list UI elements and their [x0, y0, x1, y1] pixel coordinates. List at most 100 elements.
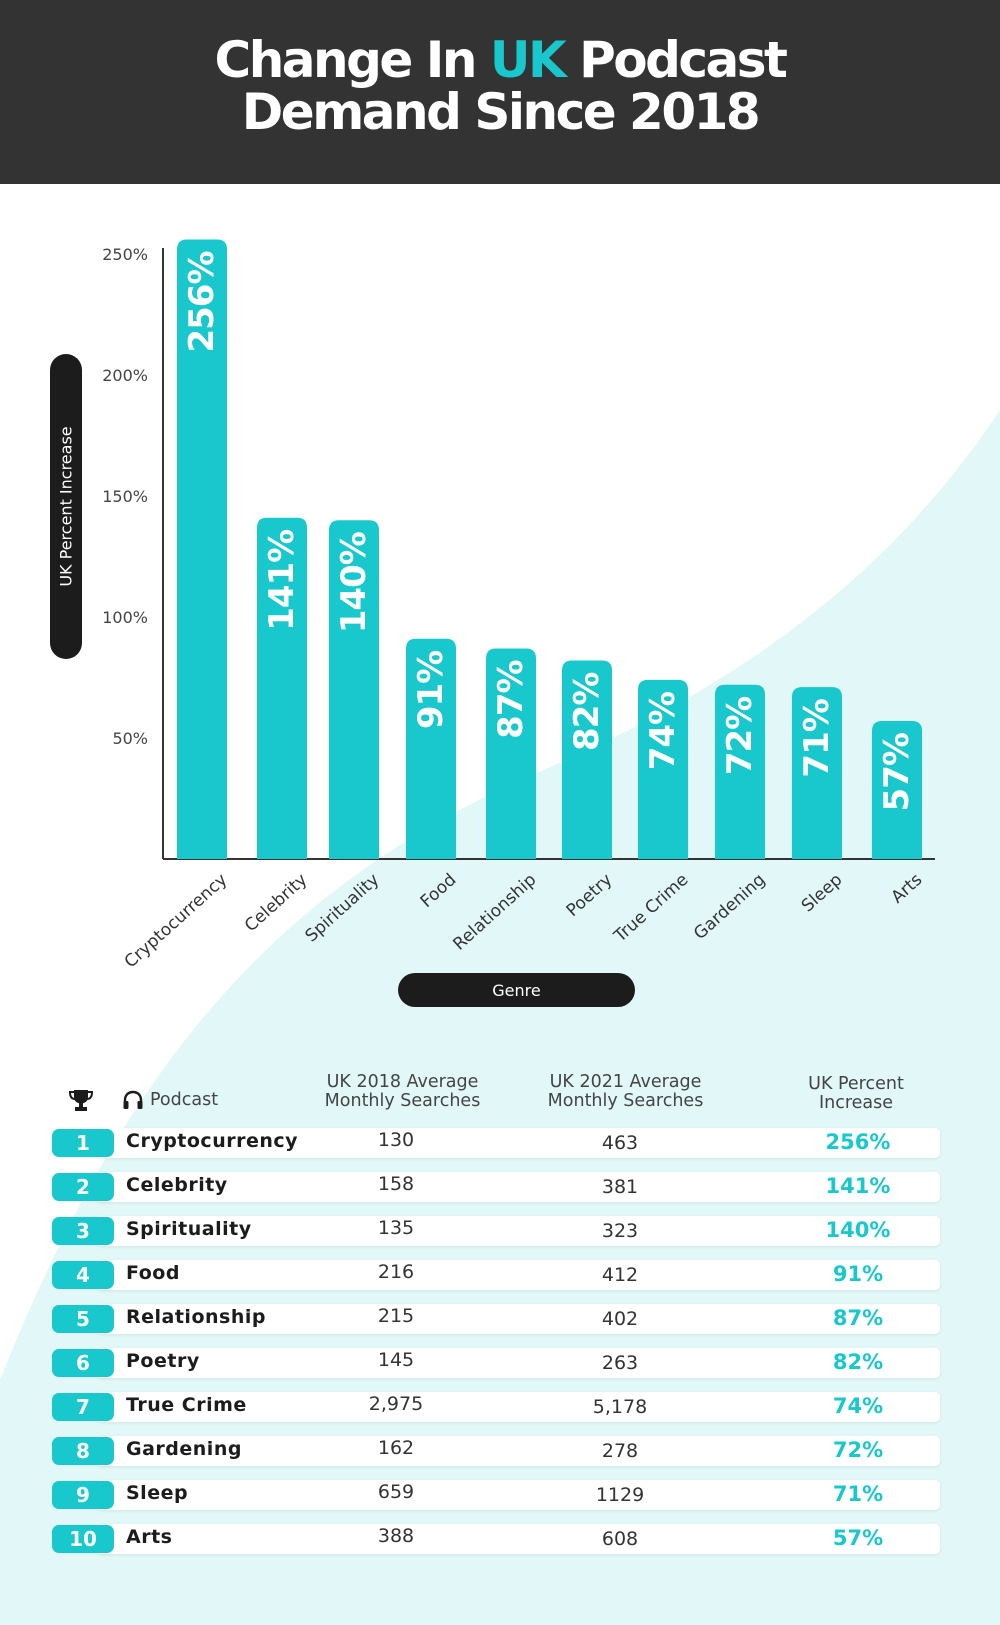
headphones-icon	[123, 1090, 143, 1109]
title-line-2: Demand Since 2018	[241, 83, 761, 141]
searches-2021: 402	[601, 1308, 639, 1330]
searches-2021: 412	[601, 1264, 639, 1286]
searches-2021: 1129	[595, 1484, 645, 1506]
percent-increase: 72%	[832, 1438, 884, 1462]
podcast-name: Gardening	[126, 1438, 242, 1460]
header-podcast: Podcast	[150, 1090, 219, 1110]
rank-badge: 6	[52, 1349, 114, 1377]
header-2021-searches: UK 2021 Average Monthly Searches	[533, 1073, 718, 1111]
searches-2021: 608	[601, 1528, 639, 1550]
podcast-name: Food	[126, 1262, 180, 1284]
podcast-name: Cryptocurrency	[126, 1130, 299, 1152]
table-row	[96, 1436, 940, 1466]
searches-2021: 5,178	[592, 1396, 648, 1418]
bar-data-label: 91%	[411, 651, 451, 729]
searches-2018: 659	[377, 1481, 415, 1503]
table-row	[96, 1480, 940, 1510]
header-2021-line1: UK 2021 Average	[549, 1072, 702, 1092]
podcast-name: Celebrity	[126, 1174, 228, 1196]
bar-data-label: 87%	[491, 660, 531, 738]
rank-badge: 5	[52, 1305, 114, 1333]
bar-data-label: 82%	[567, 673, 607, 751]
table-row	[96, 1348, 940, 1378]
searches-2021: 263	[601, 1352, 639, 1374]
bar-data-label: 256%	[182, 251, 222, 352]
rank-badge: 2	[52, 1173, 114, 1201]
y-tick-label: 200%	[102, 366, 148, 385]
y-tick-label: 250%	[102, 245, 148, 264]
table-row	[96, 1216, 940, 1246]
header-2018-searches: UK 2018 Average Monthly Searches	[310, 1073, 495, 1111]
podcast-name: Sleep	[126, 1482, 189, 1504]
header-2018-line1: UK 2018 Average	[326, 1072, 479, 1092]
x-axis-title-text: Genre	[492, 980, 541, 1000]
bar-data-label: 72%	[720, 697, 760, 775]
table-row	[96, 1304, 940, 1334]
bar-data-label: 71%	[797, 699, 837, 777]
searches-2018: 162	[377, 1437, 415, 1459]
y-tick-label: 50%	[112, 729, 148, 748]
y-axis-title: UK Percent Increase	[50, 354, 82, 659]
bar	[406, 638, 456, 859]
bar	[792, 687, 842, 859]
x-axis-title: Genre	[398, 973, 635, 1007]
searches-2018: 158	[377, 1173, 415, 1195]
bar-data-label: 140%	[334, 532, 374, 633]
percent-increase: 57%	[832, 1526, 884, 1550]
title-suffix: Podcast	[564, 31, 788, 89]
bar	[329, 520, 379, 859]
bar	[638, 679, 688, 859]
bar	[872, 721, 922, 859]
title-prefix: Change In	[214, 31, 490, 89]
bar	[486, 648, 536, 859]
percent-increase: 74%	[832, 1394, 884, 1418]
bar-data-label: 141%	[262, 530, 302, 631]
bar	[257, 517, 307, 859]
page-title: Change In UK Podcast Demand Since 2018	[0, 34, 1000, 138]
x-category-label: Poetry	[563, 870, 617, 921]
podcast-name: Poetry	[126, 1350, 200, 1372]
table-row	[96, 1172, 940, 1202]
searches-2018: 215	[377, 1305, 415, 1327]
podcast-name: True Crime	[126, 1394, 247, 1416]
x-category-label: Arts	[888, 870, 927, 908]
rank-badge: 4	[52, 1261, 114, 1289]
x-category-label: Relationship	[449, 870, 540, 955]
header-percent-line1: UK Percent	[808, 1074, 904, 1094]
x-category-label: True Crime	[610, 870, 693, 947]
podcast-name: Spirituality	[126, 1218, 252, 1240]
x-category-label: Gardening	[690, 870, 769, 944]
header-percent-line2: Increase	[818, 1093, 894, 1113]
searches-2018: 216	[377, 1261, 415, 1283]
searches-2018: 145	[377, 1349, 415, 1371]
percent-increase: 82%	[832, 1350, 884, 1374]
header-2018-line2: Monthly Searches	[324, 1091, 481, 1111]
percent-increase: 140%	[825, 1218, 891, 1242]
rank-badge: 8	[52, 1437, 114, 1465]
searches-2018: 2,975	[368, 1393, 424, 1415]
percent-increase: 71%	[832, 1482, 884, 1506]
y-tick-label: 100%	[102, 608, 148, 627]
searches-2018: 135	[377, 1217, 415, 1239]
x-category-label: Celebrity	[241, 870, 311, 936]
x-category-label: Cryptocurrency	[121, 870, 232, 972]
podcast-name: Arts	[126, 1526, 173, 1548]
table-row	[96, 1524, 940, 1554]
podcast-name: Relationship	[126, 1306, 266, 1328]
header-percent-increase: UK Percent Increase	[766, 1075, 946, 1113]
bar-data-label: 57%	[877, 733, 917, 811]
bar-chart: 50% 100% 150% 200% 250% 256% Cryptocurrency 141…	[102, 239, 935, 972]
table-row	[96, 1392, 940, 1422]
rank-badge: 7	[52, 1393, 114, 1421]
header-2021-line2: Monthly Searches	[547, 1091, 704, 1111]
y-tick-label: 150%	[102, 487, 148, 506]
bar	[177, 239, 227, 860]
searches-2018: 388	[377, 1525, 415, 1547]
searches-2021: 381	[601, 1176, 639, 1198]
bar	[562, 660, 612, 859]
percent-increase: 91%	[832, 1262, 884, 1286]
table-row	[96, 1260, 940, 1290]
header-banner: Change In UK Podcast Demand Since 2018	[0, 0, 1000, 184]
percent-increase: 87%	[832, 1306, 884, 1330]
x-category-label: Sleep	[798, 870, 846, 916]
